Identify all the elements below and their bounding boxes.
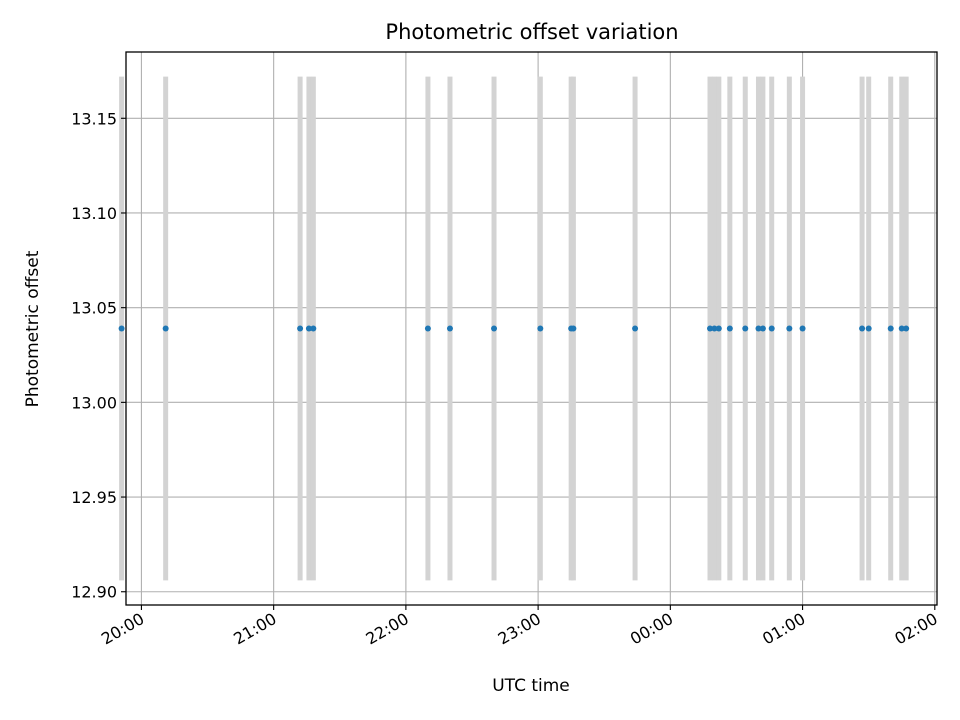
plot-frame — [125, 51, 938, 606]
data-point — [162, 325, 169, 332]
y-tick-label: 13.10 — [71, 204, 117, 223]
y-tick-label: 12.90 — [71, 583, 117, 602]
y-axis-label: Photometric offset — [23, 250, 43, 407]
data-point — [726, 325, 733, 332]
data-point — [865, 325, 872, 332]
data-point — [632, 325, 639, 332]
data-point — [759, 325, 766, 332]
data-point — [755, 325, 762, 332]
data-point — [537, 325, 544, 332]
data-point — [768, 325, 775, 332]
data-point — [707, 325, 714, 332]
data-point — [491, 325, 498, 332]
data-point — [310, 325, 317, 332]
data-point — [786, 325, 793, 332]
y-tick-label: 13.05 — [71, 299, 117, 318]
data-point — [903, 325, 910, 332]
data-point — [859, 325, 866, 332]
data-point — [799, 325, 806, 332]
y-tick-label: 12.95 — [71, 488, 117, 507]
data-point — [742, 325, 749, 332]
data-point — [570, 325, 577, 332]
y-tick-label: 13.00 — [71, 393, 117, 412]
x-axis-label: UTC time — [492, 676, 570, 696]
data-point — [711, 325, 718, 332]
chart-title: Photometric offset variation — [385, 20, 678, 44]
data-point — [305, 325, 312, 332]
data-point — [118, 325, 125, 332]
y-tick-label: 13.15 — [71, 109, 117, 128]
data-point — [715, 325, 722, 332]
data-point — [898, 325, 905, 332]
data-points — [118, 325, 910, 332]
data-point — [297, 325, 304, 332]
data-point — [446, 325, 453, 332]
data-point — [424, 325, 431, 332]
y-axis-ticks: 12.90 12.95 13.00 13.05 13.10 13.15 — [71, 109, 126, 602]
data-point — [887, 325, 894, 332]
